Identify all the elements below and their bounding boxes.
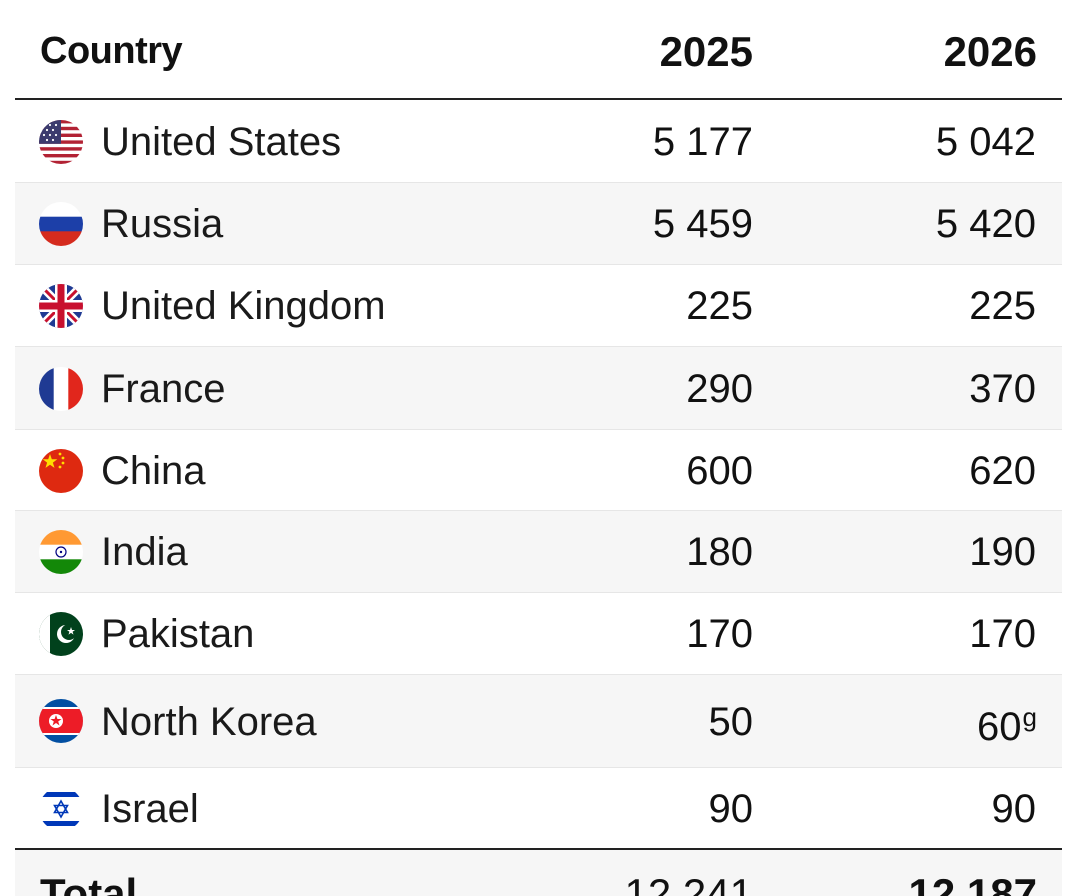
value-2025: 170: [686, 612, 753, 656]
value-2025: 90: [708, 787, 754, 831]
table-row: Pakistan 170 170: [15, 593, 1062, 675]
country-name: China: [101, 449, 206, 493]
value-2026: 60g: [977, 701, 1037, 749]
country-name: France: [101, 367, 226, 411]
value-2026: 170: [969, 612, 1036, 656]
value-2026: 190: [969, 530, 1036, 574]
table-row: France 290 370: [15, 347, 1062, 430]
russia-flag-icon: [39, 202, 83, 246]
table-row: Russia 5 459 5 420: [15, 183, 1062, 265]
value-2026: 620: [969, 449, 1036, 493]
israel-flag-icon: [39, 787, 83, 831]
value-2025: 180: [686, 530, 753, 574]
uk-flag-icon: [39, 284, 83, 328]
value-2025: 5 177: [652, 120, 753, 164]
value-2026: 225: [969, 284, 1036, 328]
country-name: United Kingdom: [101, 284, 386, 328]
country-name: Russia: [101, 202, 224, 246]
value-2026: 90: [991, 787, 1037, 831]
total-2026: 12 187: [908, 870, 1037, 896]
column-header-2026: 2026: [943, 28, 1037, 75]
country-name: India: [101, 530, 188, 574]
value-2026: 5 420: [935, 202, 1036, 246]
table-row: Israel 90 90: [15, 768, 1062, 848]
country-name: Pakistan: [101, 612, 255, 656]
table-row: United States 5 177 5 042: [15, 100, 1062, 183]
value-2025: 5 459: [652, 202, 753, 246]
total-2025: 12 241: [624, 870, 753, 896]
country-name: Israel: [101, 787, 199, 831]
table-header: Country 2025 2026: [15, 0, 1062, 100]
us-flag-icon: [39, 120, 83, 164]
table-row: North Korea 50 60g: [15, 675, 1062, 768]
footnote-marker: g: [1022, 701, 1037, 732]
nuclear-warheads-table: Country 2025 2026: [15, 0, 1062, 896]
india-flag-icon: [39, 530, 83, 574]
pakistan-flag-icon: [39, 612, 83, 656]
value-2026: 5 042: [935, 120, 1036, 164]
value-2026: 370: [969, 367, 1036, 411]
total-row: Total 12 241 12 187: [15, 848, 1062, 896]
value-2025: 290: [686, 367, 753, 411]
value-2025: 225: [686, 284, 753, 328]
country-name: North Korea: [101, 700, 317, 744]
value-2025: 50: [708, 700, 754, 744]
column-header-country: Country: [40, 30, 183, 72]
column-header-2025: 2025: [659, 28, 753, 75]
table-row: India 180 190: [15, 511, 1062, 593]
china-flag-icon: [39, 449, 83, 493]
country-name: United States: [101, 120, 342, 164]
table-row: United Kingdom 225 225: [15, 265, 1062, 347]
france-flag-icon: [39, 367, 83, 411]
table-row: China 600 620: [15, 430, 1062, 511]
value-2025: 600: [686, 449, 753, 493]
north-korea-flag-icon: [39, 699, 83, 743]
total-label: Total: [40, 870, 138, 896]
